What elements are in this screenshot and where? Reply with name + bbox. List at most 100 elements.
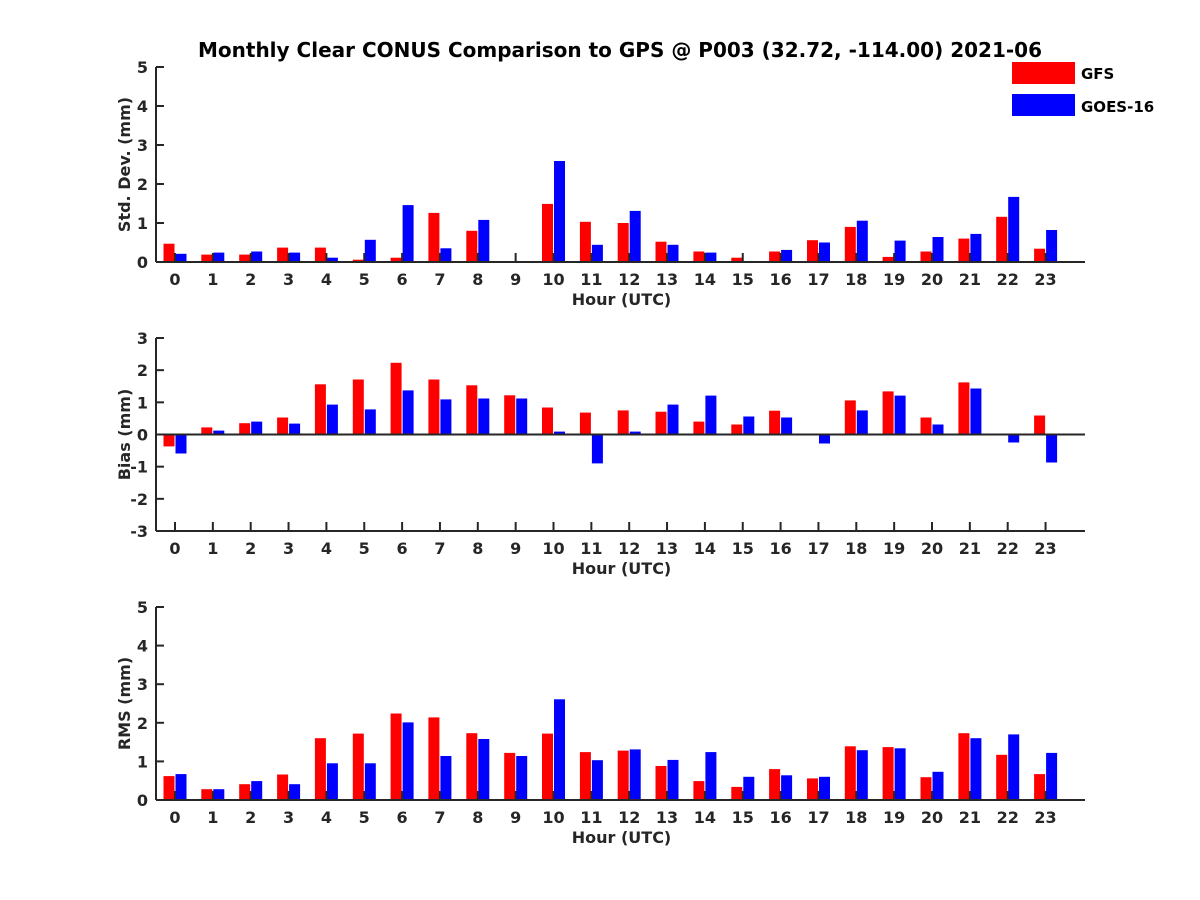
bar-gfs-hour-11 <box>579 752 591 800</box>
x-tick-label: 19 <box>883 270 905 289</box>
bar-goes16-hour-14 <box>705 752 717 800</box>
bar-gfs-hour-15 <box>731 424 743 435</box>
y-tick-label: 0 <box>137 253 148 272</box>
bar-goes16-hour-12 <box>629 210 641 262</box>
y-tick-label: 1 <box>137 393 148 412</box>
x-tick-label: 12 <box>618 539 640 558</box>
x-tick-label: 5 <box>359 539 370 558</box>
y-tick-label: 0 <box>137 426 148 445</box>
bar-goes16-hour-0 <box>175 434 187 454</box>
bar-gfs-hour-7 <box>428 379 440 435</box>
y-tick-label: -2 <box>130 490 148 509</box>
bar-goes16-hour-9 <box>516 756 528 800</box>
bar-gfs-hour-17 <box>807 778 818 800</box>
bar-goes16-hour-1 <box>213 252 225 262</box>
x-tick-label: 3 <box>283 808 294 827</box>
x-tick-label: 6 <box>397 539 408 558</box>
bar-goes16-hour-22 <box>1008 196 1020 262</box>
bar-gfs-hour-9 <box>504 395 516 435</box>
bar-gfs-hour-19 <box>882 747 894 800</box>
bar-gfs-hour-10 <box>542 733 553 800</box>
x-tick-label: 14 <box>694 270 716 289</box>
bar-gfs-hour-20 <box>920 777 932 800</box>
x-tick-label: 10 <box>542 539 564 558</box>
x-tick-label: 22 <box>997 808 1019 827</box>
x-tick-label: 11 <box>580 270 602 289</box>
x-tick-label: 23 <box>1034 270 1056 289</box>
bar-goes16-hour-23 <box>1046 752 1058 800</box>
bar-goes16-hour-21 <box>970 388 982 435</box>
bar-goes16-hour-14 <box>705 395 717 435</box>
bar-goes16-hour-6 <box>402 390 414 435</box>
x-tick-label: 20 <box>921 539 943 558</box>
bar-goes16-hour-3 <box>289 423 301 435</box>
legend-label-goes16: GOES-16 <box>1081 98 1154 116</box>
bar-gfs-hour-7 <box>428 717 440 800</box>
bar-gfs-hour-18 <box>844 746 856 800</box>
x-tick-label: 13 <box>656 808 678 827</box>
x-tick-label: 6 <box>397 270 408 289</box>
x-tick-label: 4 <box>321 539 332 558</box>
bar-gfs-hour-8 <box>466 230 478 262</box>
bar-goes16-hour-13 <box>667 404 679 435</box>
x-tick-label: 7 <box>434 808 445 827</box>
bar-gfs-hour-21 <box>958 733 970 800</box>
y-tick-label: -1 <box>130 458 148 477</box>
x-tick-label: 22 <box>997 270 1019 289</box>
x-tick-label: 12 <box>618 808 640 827</box>
y-tick-label: 4 <box>137 637 148 656</box>
bar-goes16-hour-5 <box>364 409 376 435</box>
bar-goes16-hour-11 <box>591 760 603 800</box>
x-tick-label: 11 <box>580 539 602 558</box>
x-tick-label: 9 <box>510 808 521 827</box>
bar-gfs-hour-6 <box>390 257 402 262</box>
x-tick-label: 21 <box>959 539 981 558</box>
bar-goes16-hour-22 <box>1008 734 1020 800</box>
bar-gfs-hour-17 <box>807 240 818 262</box>
bar-goes16-hour-13 <box>667 759 679 800</box>
x-tick-label: 23 <box>1034 539 1056 558</box>
bar-gfs-hour-2 <box>239 423 251 435</box>
x-tick-label: 16 <box>769 808 791 827</box>
x-tick-label: 1 <box>207 539 218 558</box>
bar-gfs-hour-13 <box>655 411 667 435</box>
bar-gfs-hour-11 <box>579 412 591 435</box>
x-tick-label: 21 <box>959 270 981 289</box>
y-tick-label: 2 <box>137 714 148 733</box>
y-tick-label: 4 <box>137 97 148 116</box>
bar-gfs-hour-21 <box>958 382 970 435</box>
bar-goes16-hour-19 <box>894 748 906 800</box>
x-tick-label: 7 <box>434 270 445 289</box>
x-tick-label: 22 <box>997 539 1019 558</box>
bar-goes16-hour-17 <box>819 434 830 444</box>
x-tick-label: 21 <box>959 808 981 827</box>
x-axis-label: Hour (UTC) <box>572 559 672 578</box>
bar-gfs-hour-15 <box>731 257 743 262</box>
x-tick-label: 17 <box>807 808 829 827</box>
x-tick-label: 5 <box>359 808 370 827</box>
x-tick-label: 16 <box>769 539 791 558</box>
bar-gfs-hour-19 <box>882 391 894 435</box>
bar-goes16-hour-19 <box>894 240 906 262</box>
bar-gfs-hour-23 <box>1034 248 1046 262</box>
x-tick-label: 9 <box>510 539 521 558</box>
bar-goes16-hour-4 <box>326 763 338 800</box>
x-tick-label: 18 <box>845 539 867 558</box>
bar-goes16-hour-18 <box>856 750 868 800</box>
x-tick-label: 8 <box>472 808 483 827</box>
bar-goes16-hour-2 <box>251 781 263 800</box>
x-tick-label: 14 <box>694 808 716 827</box>
x-tick-label: 4 <box>321 808 332 827</box>
x-tick-label: 3 <box>283 539 294 558</box>
bar-goes16-hour-6 <box>402 205 414 262</box>
y-axis-label: Bias (mm) <box>115 389 134 481</box>
bar-goes16-hour-5 <box>364 239 376 262</box>
bar-gfs-hour-12 <box>617 750 629 800</box>
bar-goes16-hour-21 <box>970 233 982 262</box>
bar-gfs-hour-23 <box>1034 774 1046 800</box>
bar-gfs-hour-0 <box>163 434 175 447</box>
bar-goes16-hour-2 <box>251 421 263 435</box>
y-tick-label: 1 <box>137 752 148 771</box>
